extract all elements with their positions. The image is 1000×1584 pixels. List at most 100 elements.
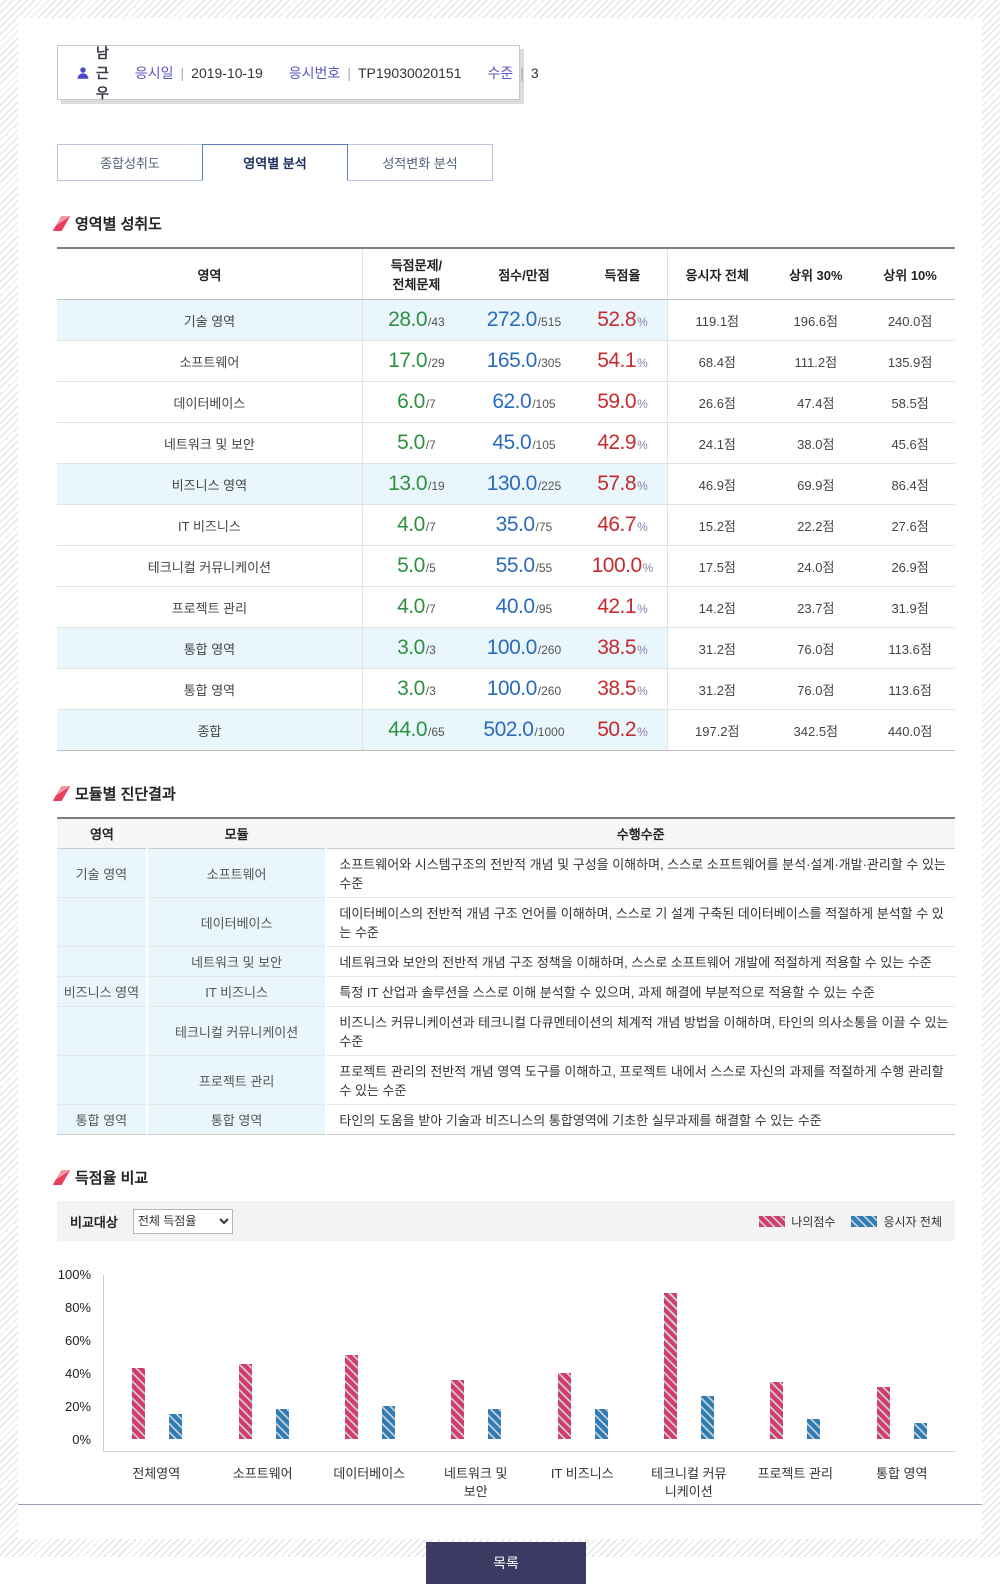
rate-value: 42.9 [597, 431, 637, 454]
bar-all-examinees [913, 1422, 927, 1439]
module-table-body: 기술 영역 소프트웨어 소프트웨어와 시스템구조의 전반적 개념 및 구성을 이해하… [57, 848, 955, 1135]
rate-cell: 46.7% [577, 504, 669, 546]
score-cell: 55.0/55 [470, 545, 578, 587]
correct-count: 13.0 [388, 472, 428, 495]
top10-cell: 27.6점 [865, 504, 955, 546]
module-header-row: 영역 모듈 수행수준 [57, 817, 955, 849]
correct-count: 44.0 [388, 718, 428, 741]
top10-cell: 31.9점 [865, 586, 955, 628]
percent-sign: % [637, 643, 648, 657]
module-table-row: 네트워크 및 보안 네트워크와 보안의 전반적 개념 구조 정책을 이해하며, 스… [57, 946, 955, 977]
score-column-header: 응시자 전체 [667, 247, 767, 300]
score-cell: 502.0/1000 [470, 709, 578, 751]
user-field: 응시일 | 2019-10-19 [135, 63, 263, 83]
slash-icon [52, 1170, 71, 1185]
module-column-header: 모듈 [146, 817, 327, 849]
bar-all-examinees [275, 1409, 289, 1439]
score-table-body: 기술 영역 28.0/43 272.0/515 52.8% 119.1점 196.6점 24… [57, 299, 955, 751]
score-table-row: 네트워크 및 보안 5.0/7 45.0/105 42.9% 24.1점 38.0점 45.… [57, 422, 955, 464]
chart-y-axis: 100% 80% 60% 40% 20% 0% [57, 1267, 103, 1452]
user-field-value: TP19030020151 [357, 64, 462, 81]
rate-cell: 50.2% [577, 709, 669, 751]
tab-area-analysis[interactable]: 영역별 분석 [202, 144, 348, 181]
bar-my-score [664, 1293, 678, 1439]
bar-group [210, 1275, 316, 1439]
correct-total: /65 [428, 725, 445, 739]
legend-label: 나의점수 [791, 1214, 836, 1229]
score-cell: 62.0/105 [470, 381, 578, 423]
rate-value: 59.0 [597, 390, 637, 413]
score-column-header: 영역 [57, 247, 363, 300]
top30-cell: 76.0점 [766, 668, 866, 710]
score-rate-chart: 100% 80% 60% 40% 20% 0% [57, 1267, 955, 1452]
module-area-cell [57, 1055, 148, 1105]
area-name-cell: 소프트웨어 [57, 340, 363, 382]
person-icon [76, 66, 90, 80]
correct-count-cell: 13.0/19 [362, 463, 471, 505]
module-level-cell: 데이터베이스의 전반적 개념 구조 언어를 이해하며, 스스로 기 설계 구축된… [326, 897, 955, 947]
x-axis-label: 네트워크 및 보안 [444, 1466, 508, 1499]
rate-cell: 38.5% [577, 668, 669, 710]
correct-count-cell: 17.0/29 [362, 340, 471, 382]
y-axis-tick: 60% [64, 1333, 91, 1348]
score-value: 165.0 [486, 349, 538, 372]
all-examinees-cell: 31.2점 [667, 668, 767, 710]
module-level-cell: 프로젝트 관리의 전반적 개념 영역 도구를 이해하고, 프로젝트 내에서 스스… [326, 1055, 955, 1105]
score-value: 55.0 [495, 554, 535, 577]
correct-count-cell: 6.0/7 [362, 381, 471, 423]
area-name-cell: 통합 영역 [57, 668, 363, 710]
score-table-row: 테크니컬 커뮤니케이션 5.0/5 55.0/55 100.0% 17.5점 24.0점 2… [57, 545, 955, 587]
module-area-cell [57, 1006, 148, 1056]
percent-sign: % [637, 479, 648, 493]
top30-cell: 24.0점 [766, 545, 866, 587]
user-field-label: 수준 [487, 64, 514, 81]
percent-sign: % [637, 725, 648, 739]
bar-all-examinees [488, 1409, 502, 1439]
all-examinees-cell: 14.2점 [667, 586, 767, 628]
compare-target-select[interactable]: 전체 득점율 [132, 1208, 233, 1234]
area-name-cell: 테크니컬 커뮤니케이션 [57, 545, 363, 587]
score-value: 272.0 [486, 308, 538, 331]
module-level-cell: 소프트웨어와 시스템구조의 전반적 개념 및 구성을 이해하며, 스스로 소프트… [326, 848, 955, 898]
score-table-row: 프로젝트 관리 4.0/7 40.0/95 42.1% 14.2점 23.7점 31.9점 [57, 586, 955, 628]
score-max: /305 [537, 356, 562, 370]
correct-count: 3.0 [397, 677, 425, 700]
top30-cell: 38.0점 [766, 422, 866, 464]
score-section-title-row: 영역별 성취도 [52, 213, 955, 234]
all-examinees-cell: 197.2점 [667, 709, 767, 751]
module-name-cell: 테크니컬 커뮤니케이션 [146, 1006, 328, 1056]
bar-my-score [132, 1368, 146, 1439]
footer-divider [18, 1504, 982, 1505]
correct-count: 17.0 [388, 349, 428, 372]
score-column-header: 득점문제/ 전체문제 [362, 247, 471, 300]
rate-value: 46.7 [597, 513, 637, 536]
correct-count: 6.0 [397, 390, 425, 413]
area-name-cell: 네트워크 및 보안 [57, 422, 363, 464]
correct-total: /7 [425, 397, 436, 411]
score-header-row: 영역 득점문제/ 전체문제 점수/만점 득점율 응시자 전체 상위 30% 상위 10% [57, 247, 955, 300]
module-level-cell: 타인의 도움을 받아 기술과 비즈니스의 통합영역에 기초한 실무과제를 해결할… [326, 1104, 955, 1135]
top10-cell: 86.4점 [865, 463, 955, 505]
top30-cell: 69.9점 [766, 463, 866, 505]
x-axis-label: 통합 영역 [876, 1466, 928, 1481]
module-table-row: 기술 영역 소프트웨어 소프트웨어와 시스템구조의 전반적 개념 및 구성을 이해하… [57, 848, 955, 898]
score-cell: 165.0/305 [470, 340, 578, 382]
correct-count: 5.0 [397, 554, 425, 577]
top10-cell: 135.9점 [865, 340, 955, 382]
x-axis-label: 데이터베이스 [333, 1466, 406, 1481]
tab-overall-achievement[interactable]: 종합성취도 [57, 144, 203, 181]
correct-total: /7 [425, 438, 436, 452]
list-button[interactable]: 목록 [426, 1542, 586, 1584]
area-name-cell: 비즈니스 영역 [57, 463, 363, 505]
score-table-row: 통합 영역 3.0/3 100.0/260 38.5% 31.2점 76.0점 113.6점 [57, 627, 955, 669]
score-max: /95 [535, 602, 553, 616]
chart-x-labels: 전체영역 소프트웨어 데이터베이스 네트워크 및 보안 IT 비즈니스 테크니컬 커뮤니케… [103, 1465, 955, 1500]
tab-score-change-analysis[interactable]: 성적변화 분석 [347, 144, 493, 181]
rate-value: 50.2 [597, 718, 637, 741]
rate-value: 38.5 [597, 636, 637, 659]
bar-my-score [557, 1373, 571, 1439]
rate-cell: 57.8% [577, 463, 669, 505]
module-column-header: 수행수준 [326, 817, 955, 849]
all-examinees-swatch [851, 1215, 878, 1227]
